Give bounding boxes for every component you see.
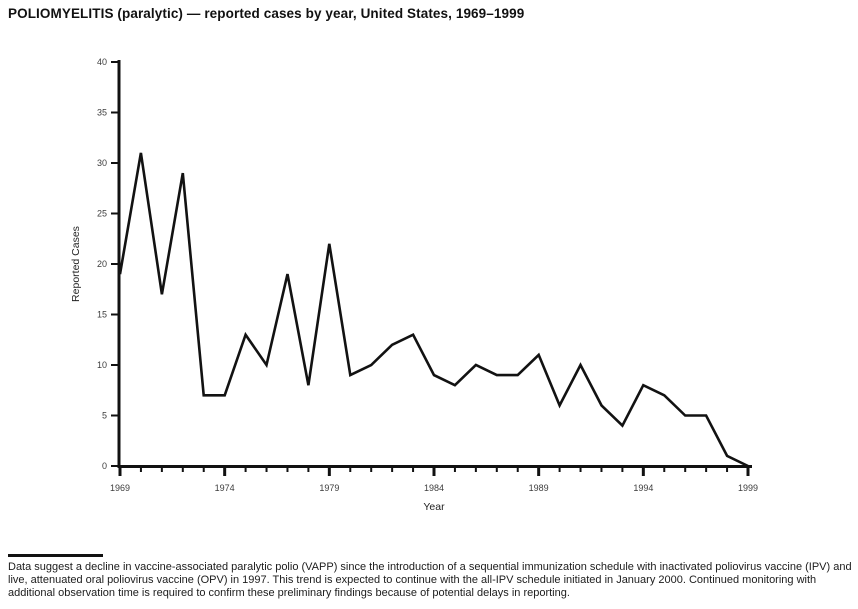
y-tick-label: 10: [97, 360, 107, 370]
x-tick-label: 1984: [424, 483, 444, 493]
line-chart: 0 5 10 15 20 25 30 35 40 1969 1974 1979 1984 1989 1994…: [97, 57, 758, 493]
footnote-text: Data suggest a decline in vaccine-associ…: [8, 561, 852, 600]
y-tick-label: 35: [97, 108, 107, 118]
x-tick-label: 1969: [110, 483, 130, 493]
y-tick-label: 40: [97, 57, 107, 67]
y-tick-label: 0: [102, 461, 107, 471]
x-tick-label: 1989: [529, 483, 549, 493]
y-tick-label: 25: [97, 209, 107, 219]
y-tick-label: 20: [97, 259, 107, 269]
footnote-rule: [8, 554, 103, 557]
footnote-block: Data suggest a decline in vaccine-associ…: [8, 554, 852, 601]
y-axis-title: Reported Cases: [70, 226, 82, 302]
x-tick-label: 1979: [319, 483, 339, 493]
x-tick-label: 1994: [633, 483, 653, 493]
x-axis-title: Year: [423, 501, 445, 513]
data-line: [118, 152, 749, 468]
y-tick-label: 30: [97, 158, 107, 168]
x-tick-label: 1999: [738, 483, 758, 493]
chart-title: POLIOMYELITIS (paralytic) — reported cas…: [8, 6, 525, 21]
x-tick-label: 1974: [215, 483, 235, 493]
y-tick-label: 5: [102, 411, 107, 421]
y-tick-label: 15: [97, 310, 107, 320]
